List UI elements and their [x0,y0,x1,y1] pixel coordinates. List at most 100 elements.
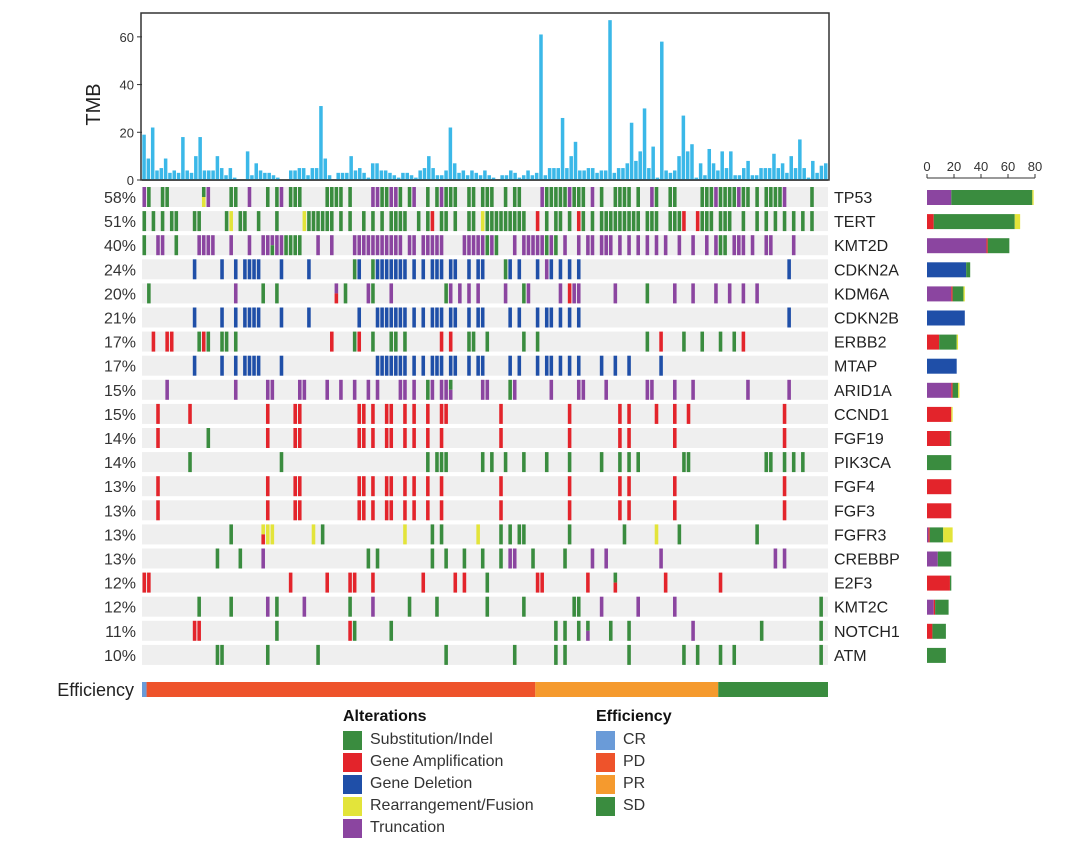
alteration-cell [480,452,485,473]
gene-row-atm: 10% ATM [104,644,867,665]
alteration-cell [316,235,320,256]
alteration-cell [476,259,480,280]
alteration-cell [389,187,394,207]
alteration-cell [563,548,567,569]
alteration-cell [330,235,334,256]
alteration-cell [201,187,206,197]
alteration-cell [439,524,444,545]
alteration-cell [311,524,316,545]
gene-row-crebbp: 13% CREBBP [104,548,900,569]
alteration-cell [718,644,723,665]
alteration-cell [426,428,430,448]
alteration-cell [220,307,224,328]
tmb-bar [819,165,824,180]
alteration-cell [439,331,444,352]
alteration-cell [192,355,197,376]
alteration-cell [421,259,426,280]
alteration-cell [732,187,737,207]
alteration-cell [686,403,691,424]
alteration-cell [169,331,174,352]
gene-percentage: 14% [104,455,136,472]
alteration-cell [160,187,165,207]
gene-label: CREBBP [834,552,900,569]
alteration-cell [275,620,279,641]
alteration-cell [343,283,348,304]
alteration-cell [453,572,458,593]
alteration-cell [371,476,375,497]
tmb-bar [427,156,431,180]
tmb-bar [444,170,448,180]
alteration-cell [650,187,654,207]
alteration-cell [229,235,233,256]
tmb-bar [806,177,811,180]
alteration-cell [819,596,823,617]
alteration-cell [357,428,362,448]
efficiency-segment-sd [718,682,828,697]
gene-row-mtap: 17% MTAP [104,355,877,376]
alteration-cell [467,235,471,256]
alteration-cell [476,355,480,376]
alteration-cell [284,235,288,256]
freq-tick-label: 80 [1028,159,1042,174]
alteration-cell [544,235,549,256]
alteration-cell [256,307,261,328]
alteration-cell [714,235,718,256]
alteration-legend-item: Rearrangement/Fusion [343,795,534,817]
gene-row-ccnd1: 15% CCND1 [104,403,889,424]
freq-bar-segment [958,382,960,398]
alteration-cell [746,187,750,207]
legend-label: CR [623,731,647,748]
alteration-cell [188,403,192,424]
alteration-cell [407,596,412,617]
alteration-cell [302,211,307,232]
tmb-bar [698,163,703,180]
alteration-cell [705,235,709,256]
tmb-bar [366,177,371,180]
tmb-bar [401,172,405,180]
alteration-cell [608,211,613,232]
tmb-bar [345,172,349,180]
gene-label: CDKN2B [834,311,899,328]
alteration-cell [348,572,352,593]
alteration-cell [480,235,485,256]
alteration-cell [371,596,375,617]
alteration-cell [247,259,252,280]
tmb-bar [142,134,146,180]
alteration-cell [471,211,476,232]
alteration-cell [618,452,622,473]
alteration-cell [403,379,407,400]
alteration-cell [215,644,220,665]
alteration-cell [727,211,732,232]
alteration-cell [535,235,540,256]
alteration-cell [261,524,265,535]
tmb-bar [547,168,552,180]
alteration-cell [590,235,595,256]
tmb-bar [150,127,155,180]
gene-row-cdkn2a: 24% CDKN2A [104,259,899,280]
alteration-cell [535,355,540,376]
alteration-cell [759,620,764,641]
alteration-legend-item: Gene Deletion [343,773,534,795]
alteration-cell [540,187,544,207]
alteration-cell [682,644,686,665]
tmb-bar [785,172,789,180]
tmb-bar [655,177,660,180]
alteration-cell [636,235,640,256]
alteration-cell [499,548,503,569]
gene-label: PIK3CA [834,455,891,472]
alteration-cell [156,428,160,448]
alteration-cell [608,620,613,641]
alteration-cell [467,331,471,352]
alteration-cell [508,355,512,376]
alteration-cell [265,187,270,207]
alteration-cell [705,211,709,232]
tmb-bar [608,20,612,181]
alteration-cell [297,428,302,448]
alteration-cell [485,187,490,207]
alteration-cell [645,283,650,304]
gene-label: MTAP [834,359,877,376]
alteration-cell [256,355,261,376]
alteration-cell [618,428,622,448]
row-background [142,620,828,641]
alteration-cell [673,379,677,400]
